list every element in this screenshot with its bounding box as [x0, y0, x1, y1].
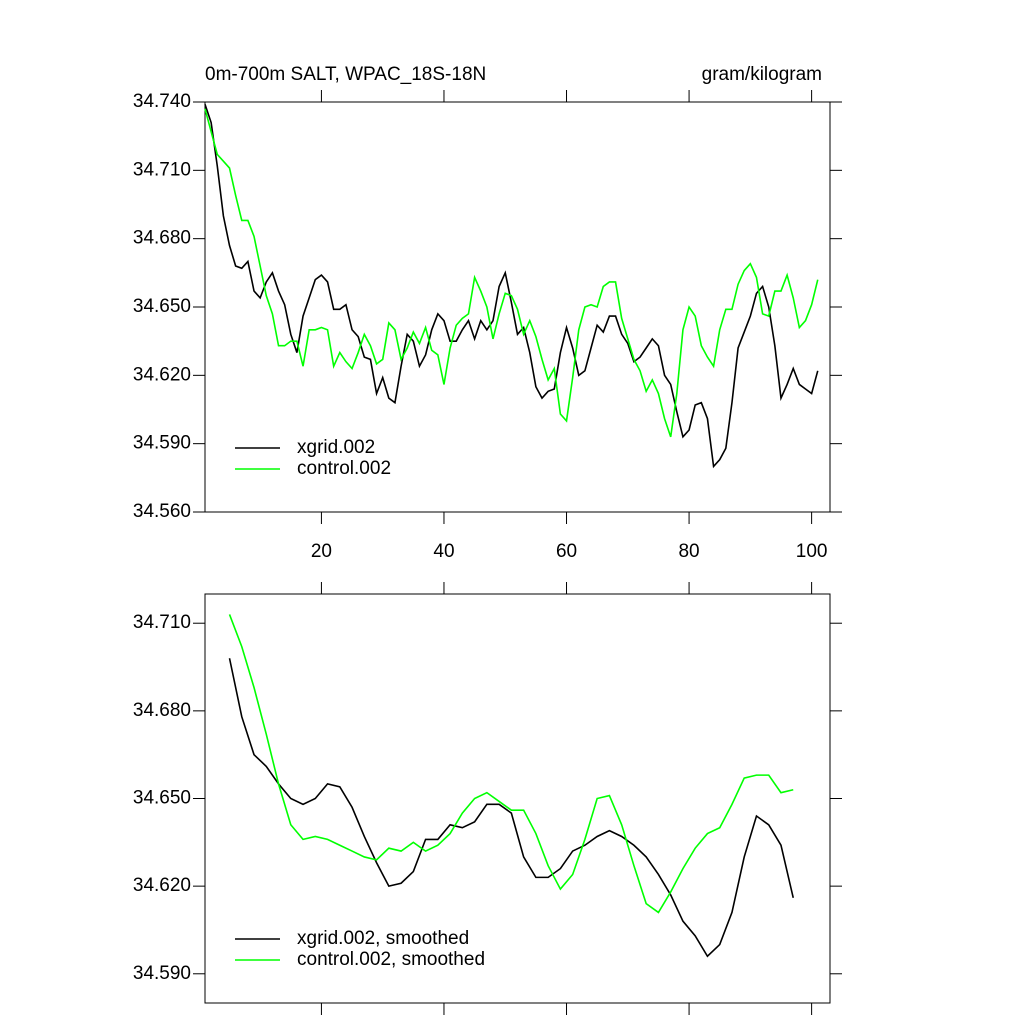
series-line: [204, 108, 819, 438]
legend-label: control.002: [297, 458, 391, 479]
chart-title: 0m-700m SALT, WPAC_18S-18N: [205, 64, 486, 85]
y-tick-label: 34.680: [133, 700, 191, 721]
x-tick-label: 100: [796, 541, 828, 562]
series-line: [204, 104, 819, 469]
units-label: gram/kilogram: [702, 64, 822, 85]
legend-label: control.002, smoothed: [297, 949, 485, 970]
legend-label: xgrid.002, smoothed: [297, 928, 469, 949]
legend-label: xgrid.002: [297, 437, 375, 458]
x-tick-label: 40: [433, 541, 454, 562]
y-tick-label: 34.590: [133, 433, 191, 454]
x-tick-label: 20: [311, 541, 332, 562]
y-tick-label: 34.650: [133, 788, 191, 809]
y-tick-label: 34.740: [133, 91, 191, 112]
y-tick-label: 34.710: [133, 159, 191, 180]
y-tick-label: 34.560: [133, 501, 191, 522]
y-tick-label: 34.620: [133, 364, 191, 385]
x-tick-label: 80: [678, 541, 699, 562]
series-line: [228, 658, 795, 958]
y-tick-label: 34.680: [133, 228, 191, 249]
x-tick-label: 60: [556, 541, 577, 562]
y-tick-label: 34.620: [133, 875, 191, 896]
y-tick-label: 34.710: [133, 612, 191, 633]
series-line: [228, 614, 794, 914]
y-tick-label: 34.590: [133, 963, 191, 984]
y-tick-label: 34.650: [133, 296, 191, 317]
